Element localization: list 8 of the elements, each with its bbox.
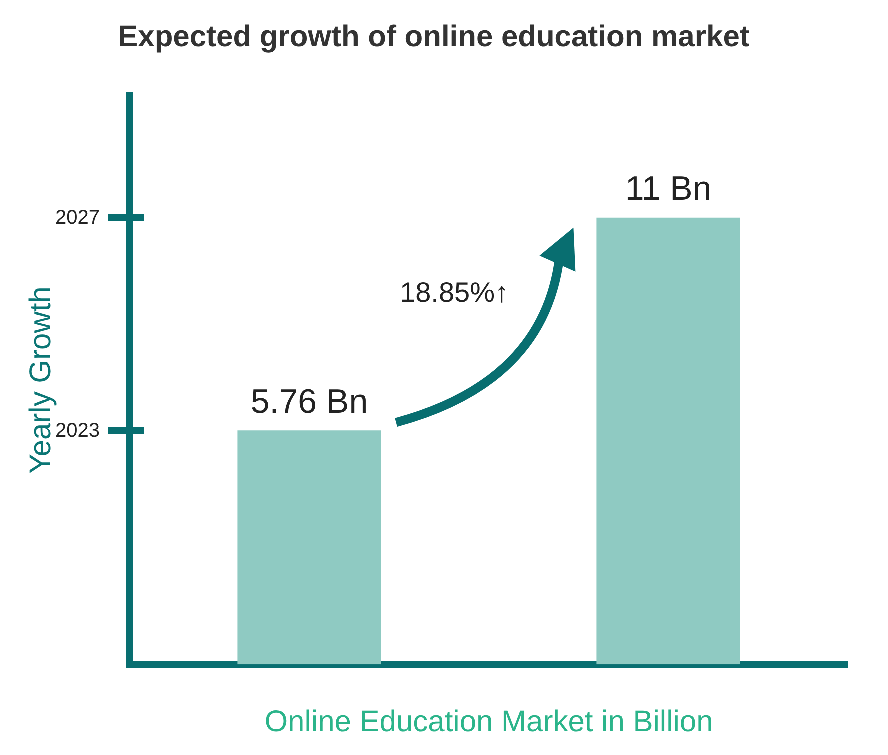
data-label: 11 Bn <box>625 170 712 208</box>
data-label: 5.76 Bn <box>250 383 368 422</box>
chart-title: Expected growth of online education market <box>118 20 750 54</box>
annotation: 18.85%↑ <box>400 276 509 308</box>
text: 2023 <box>56 420 100 442</box>
y-axis-title: Yearly Growth <box>24 286 58 474</box>
text: 2027 <box>56 206 100 230</box>
x-axis-title: Online Education Market in Billion <box>264 705 714 738</box>
